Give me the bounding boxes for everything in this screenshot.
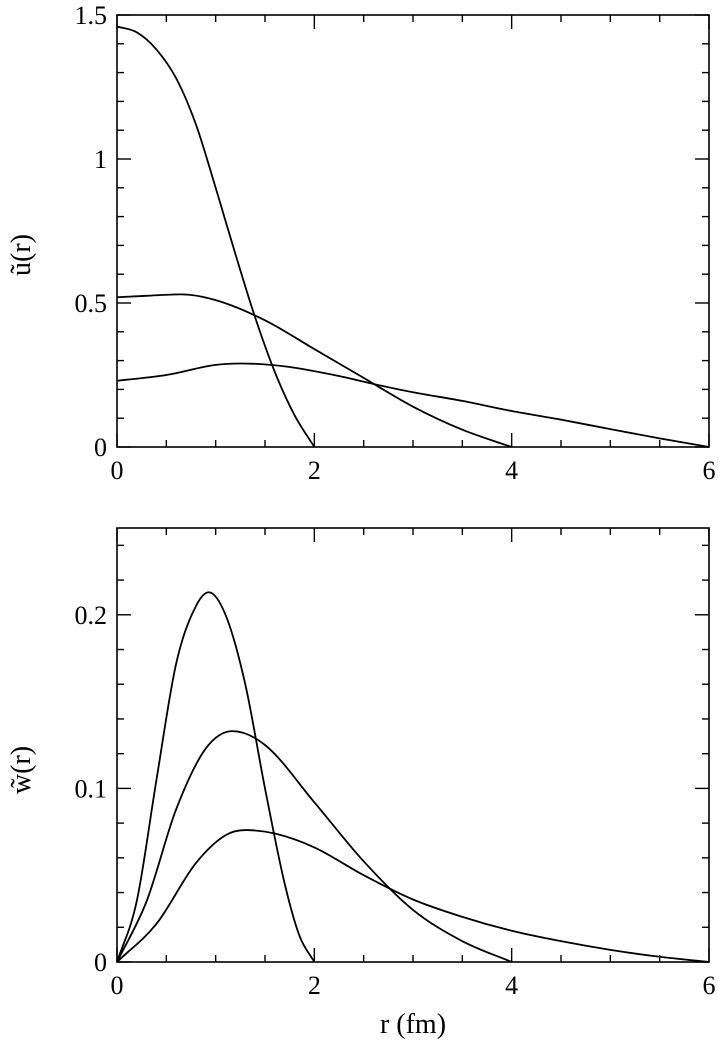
x-tick-label: 4 xyxy=(505,971,518,1000)
bottom-panel-w: 0 2 4 6 0 0.1 0.2 w̃(r) r (fm) xyxy=(6,527,716,1040)
y-tick-label: 0 xyxy=(94,948,107,977)
series-line-1 xyxy=(116,25,316,448)
x-tick-label: 6 xyxy=(703,456,716,485)
series-line-2 xyxy=(116,730,513,963)
y-tick-label: 1 xyxy=(94,145,107,174)
plot-frame xyxy=(116,14,710,448)
series-line-3 xyxy=(116,362,710,448)
series-line-2 xyxy=(116,293,512,448)
x-tick-label: 6 xyxy=(703,971,716,1000)
y-tick-label: 0.2 xyxy=(75,601,108,630)
x-tick-label: 0 xyxy=(111,971,124,1000)
x-tick-label: 0 xyxy=(111,456,124,485)
x-tick-label: 2 xyxy=(308,456,321,485)
x-tick-label: 4 xyxy=(505,456,518,485)
y-axis-label: w̃(r) xyxy=(6,746,37,794)
y-tick-label: 1.5 xyxy=(75,1,108,30)
x-tick-label: 2 xyxy=(308,971,321,1000)
y-tick-label: 0.5 xyxy=(75,289,108,318)
series-line-3 xyxy=(116,829,710,963)
y-axis-label: ũ(r) xyxy=(6,234,37,276)
series-line-1 xyxy=(116,591,316,963)
y-tick-label: 0.1 xyxy=(75,774,108,803)
top-panel-u: 0 2 4 6 0 0.5 1 1.5 ũ(r) xyxy=(6,1,716,485)
y-tick-label: 0 xyxy=(94,433,107,462)
x-axis-label: r (fm) xyxy=(380,1009,446,1040)
